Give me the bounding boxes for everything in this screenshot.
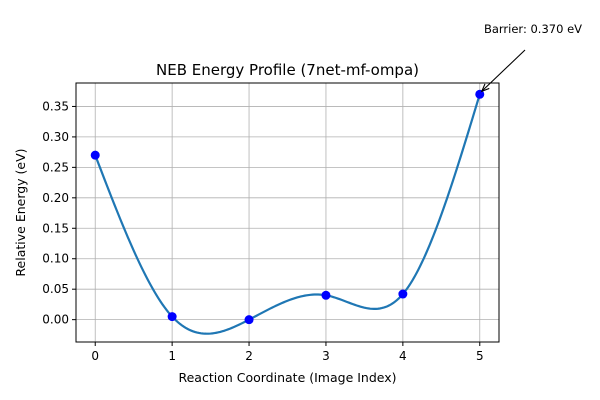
- data-point-marker: [321, 290, 331, 300]
- data-points: [90, 89, 485, 325]
- y-tick-label: 0.20: [42, 191, 69, 205]
- y-tick-label: 0.35: [42, 99, 69, 113]
- data-point-marker: [167, 312, 177, 322]
- data-point-marker: [475, 89, 485, 99]
- annotation-arrow-head: [480, 83, 490, 93]
- x-tick-label: 1: [168, 349, 176, 363]
- data-point-marker: [398, 289, 408, 299]
- x-axis-label: Reaction Coordinate (Image Index): [178, 370, 396, 385]
- plot-frame: [75, 82, 500, 343]
- barrier-annotation: Barrier: 0.370 eV: [480, 22, 582, 93]
- y-axis-label: Relative Energy (eV): [13, 148, 28, 276]
- chart-title: NEB Energy Profile (7net-mf-ompa): [156, 61, 419, 79]
- x-tick-label: 2: [245, 349, 253, 363]
- y-tick-label: 0.25: [42, 160, 69, 174]
- x-tick-label: 3: [322, 349, 330, 363]
- annotation-arrow-shaft: [481, 49, 526, 92]
- y-tick-label: 0.05: [42, 282, 69, 296]
- x-tick-label: 4: [399, 349, 407, 363]
- y-axis-ticks: 0.00 0.05 0.10 0.15 0.20 0.25 0.30 0.35: [42, 99, 76, 327]
- energy-profile-line: [94, 93, 481, 335]
- annotation-text: Barrier: 0.370 eV: [484, 22, 582, 36]
- y-tick-label: 0.00: [42, 313, 69, 327]
- x-axis-ticks: 0 1 2 3 4 5: [91, 342, 484, 363]
- data-point-marker: [90, 150, 100, 160]
- data-point-marker: [244, 315, 254, 325]
- grid-lines: [76, 83, 499, 342]
- y-tick-label: 0.10: [42, 252, 69, 266]
- y-tick-label: 0.15: [42, 221, 69, 235]
- x-tick-label: 0: [91, 349, 99, 363]
- x-tick-label: 5: [476, 349, 484, 363]
- y-tick-label: 0.30: [42, 130, 69, 144]
